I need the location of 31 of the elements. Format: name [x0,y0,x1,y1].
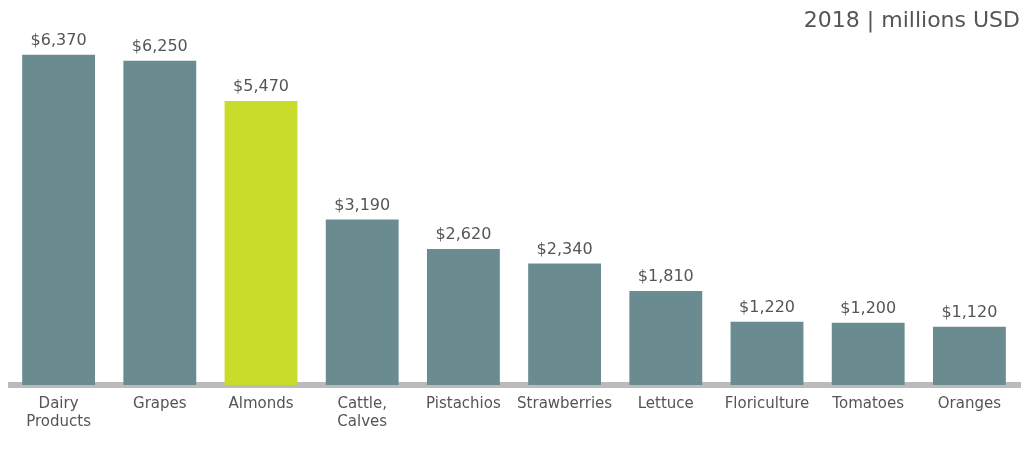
bar [730,321,804,385]
x-tick-label: Cattle, Calves [337,393,388,430]
bar [325,219,399,385]
x-tick-label: Lettuce [637,393,694,412]
bar [22,54,96,385]
chart-title: 2018 | millions USD [803,6,1020,33]
data-label: $6,370 [30,29,87,49]
data-label: $2,620 [435,224,492,244]
x-tick-label: Dairy Products [26,393,92,430]
x-tick-label: Oranges [937,393,1002,412]
x-tick-label: Grapes [133,393,187,412]
x-tick-label: Pistachios [426,393,501,412]
data-label: $1,810 [637,266,694,286]
bar [528,263,602,385]
data-label: $1,220 [739,296,795,316]
bar [932,326,1006,385]
x-tick-label: Floriculture [724,393,810,412]
data-label: $3,190 [334,194,391,214]
x-tick-label: Almonds [228,393,294,412]
data-label: $2,340 [536,238,593,258]
bar [629,291,703,385]
bar [426,249,500,385]
bar [831,322,905,385]
x-tick-label: Strawberries [517,393,613,412]
bar [123,60,197,385]
data-label: $1,200 [840,297,897,317]
data-label: $5,470 [233,76,289,96]
x-tick-label: Tomatoes [831,393,905,412]
bar [224,101,298,385]
data-label: $1,120 [941,302,998,322]
data-label: $6,250 [131,35,188,55]
